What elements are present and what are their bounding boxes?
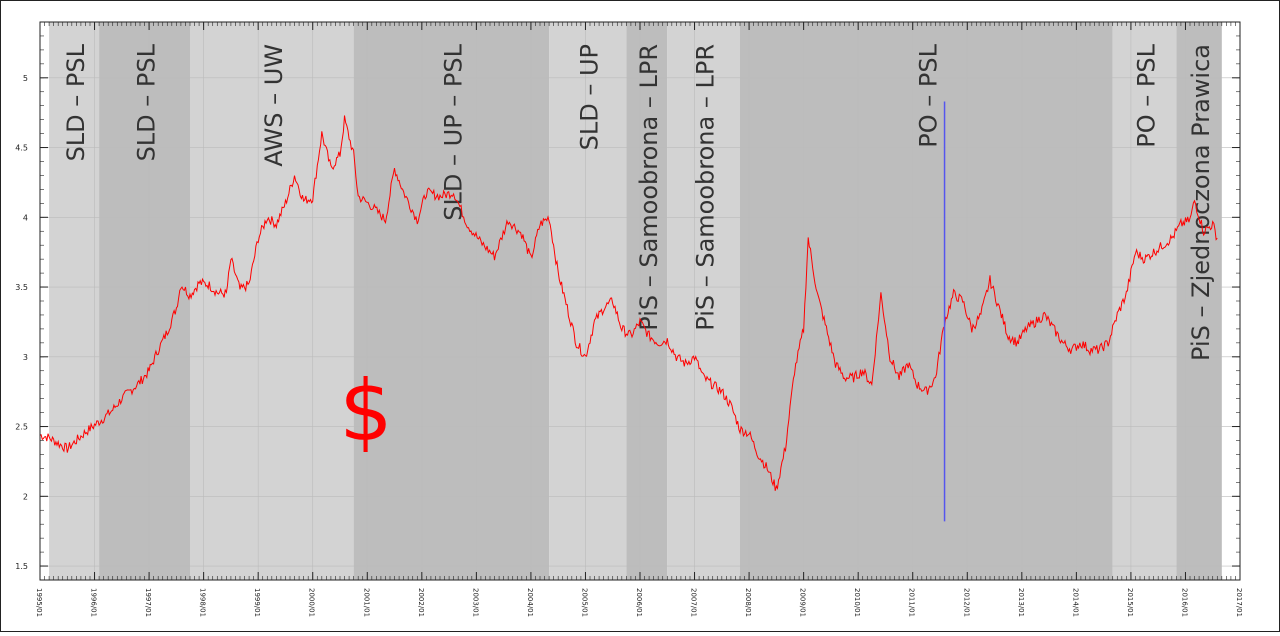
x-tick-label: 1999/01 bbox=[253, 588, 261, 617]
x-tick-label: 2017/01 bbox=[1235, 588, 1243, 617]
plot-frame bbox=[39, 21, 1241, 581]
period-band bbox=[190, 22, 354, 580]
period-label: PO – PSL bbox=[1133, 43, 1161, 147]
period-label: AWS – UW bbox=[260, 44, 288, 167]
y-tick-label: 3 bbox=[23, 353, 28, 362]
y-tick-label: 4.5 bbox=[15, 144, 28, 153]
period-band bbox=[626, 22, 668, 580]
x-tick-label: 2008/01 bbox=[744, 588, 752, 617]
y-tick-label: 3.5 bbox=[15, 283, 28, 292]
x-tick-label: 2003/01 bbox=[471, 588, 479, 617]
x-tick-label: 2015/01 bbox=[1126, 588, 1134, 617]
y-tick-label: 1.5 bbox=[15, 562, 28, 571]
axes: 1.5 2 2.5 3 3.5 4 4.5 5 1995/01 1996/01 1997/01 199… bbox=[15, 21, 1243, 617]
period-band bbox=[1176, 22, 1222, 580]
y-tick-label: 2 bbox=[23, 492, 28, 501]
y-tick-label: 4 bbox=[23, 213, 28, 222]
plot-area bbox=[39, 101, 1218, 522]
x-tick-label: 2000/01 bbox=[308, 588, 316, 617]
x-tick-label: 2010/01 bbox=[853, 588, 861, 617]
period-label: SLD – PSL bbox=[62, 43, 90, 161]
exchange-rate-line bbox=[39, 115, 1218, 491]
currency-symbol: $ bbox=[339, 362, 392, 460]
x-tick-label: 2002/01 bbox=[417, 588, 425, 617]
x-tick-label: 2005/01 bbox=[580, 588, 588, 617]
x-tick-label: 1996/01 bbox=[90, 588, 98, 617]
period-band bbox=[549, 22, 627, 580]
period-label: SLD – PSL bbox=[133, 43, 161, 161]
government-period-labels: SLD – PSL SLD – PSL AWS – UW SLD – UP – PSL… bbox=[62, 43, 1215, 361]
x-tick-label: 2011/01 bbox=[908, 588, 916, 617]
x-tick-label: 2004/01 bbox=[526, 588, 534, 617]
y-tick-label: 2.5 bbox=[15, 423, 28, 432]
period-band bbox=[353, 22, 550, 580]
government-period-bands bbox=[49, 22, 1222, 580]
y-tick-label: 5 bbox=[23, 74, 28, 83]
x-tick-label: 1995/01 bbox=[35, 588, 43, 617]
x-tick-label: 2001/01 bbox=[362, 588, 370, 617]
x-tick-label: 2016/01 bbox=[1180, 588, 1188, 617]
period-label: SLD – UP bbox=[576, 44, 604, 150]
x-tick-label: 1997/01 bbox=[144, 588, 152, 617]
x-tick-label: 2013/01 bbox=[1017, 588, 1025, 617]
x-tick-label: 1998/01 bbox=[199, 588, 207, 617]
period-label: PiS – Samoobrona – LPR bbox=[692, 44, 720, 331]
x-tick-label: 2009/01 bbox=[799, 588, 807, 617]
period-label: PiS – Zjednoczona Prawica bbox=[1187, 44, 1215, 361]
x-tick-label: 2007/01 bbox=[690, 588, 698, 617]
x-tick-label: 2012/01 bbox=[962, 588, 970, 617]
period-label: PiS – Samoobrona – LPR bbox=[635, 44, 663, 331]
period-band bbox=[99, 22, 190, 580]
x-tick-label: 2014/01 bbox=[1071, 588, 1079, 617]
period-label: PO – PSL bbox=[914, 43, 942, 147]
grid bbox=[39, 22, 1241, 580]
period-band bbox=[49, 22, 100, 580]
x-tick-label: 2006/01 bbox=[635, 588, 643, 617]
period-band bbox=[667, 22, 740, 580]
period-band bbox=[740, 22, 1113, 580]
